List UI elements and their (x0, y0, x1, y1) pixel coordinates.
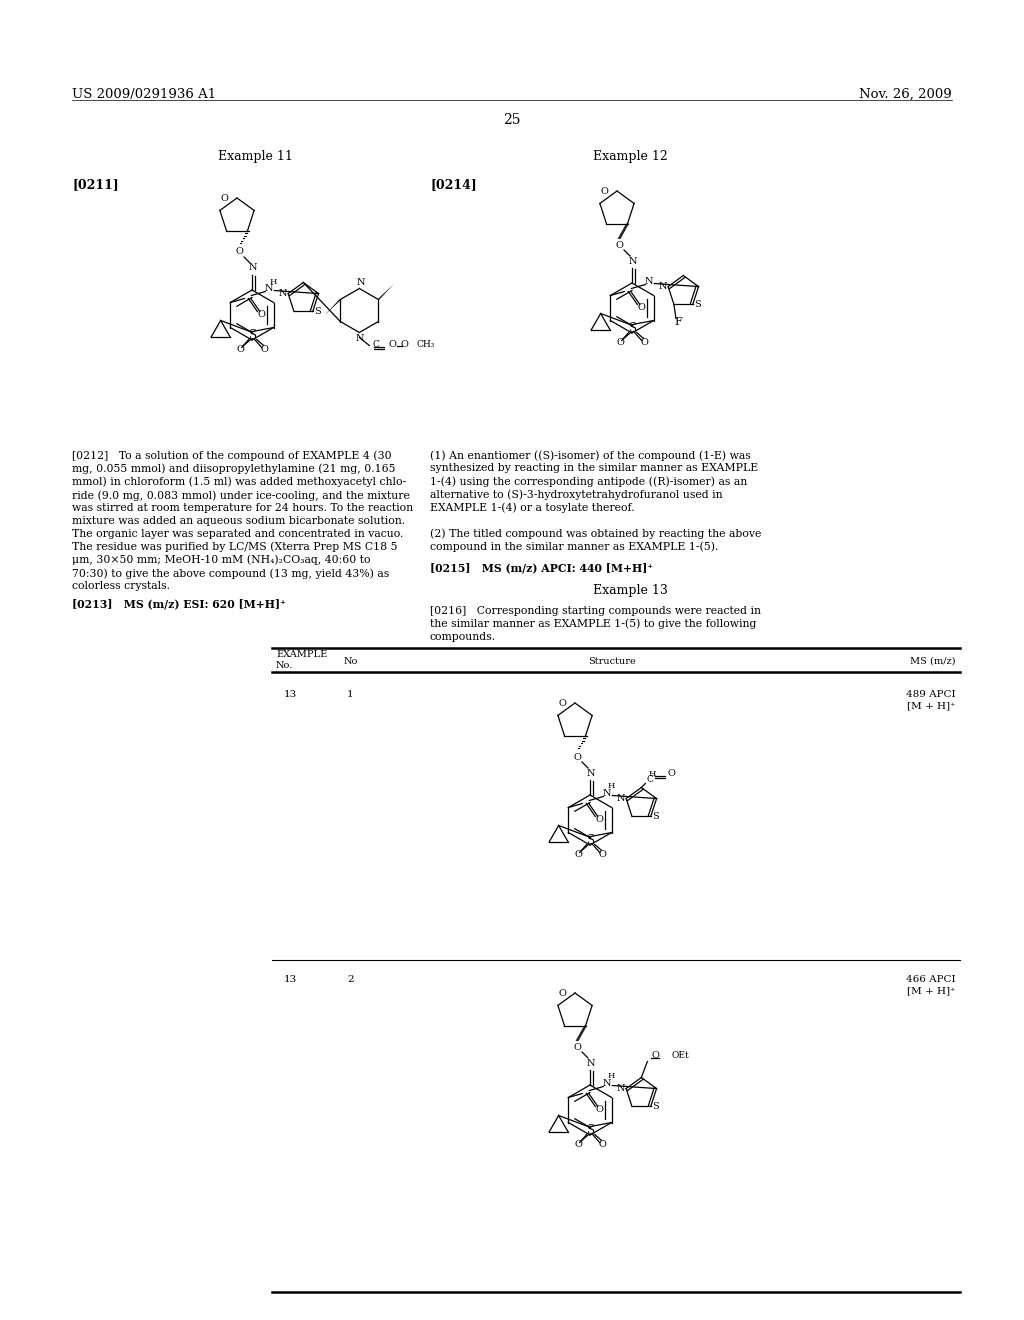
Text: S: S (314, 308, 322, 315)
Text: [0214]: [0214] (430, 178, 477, 191)
Polygon shape (378, 284, 394, 300)
Text: F: F (674, 317, 682, 327)
Text: Structure: Structure (588, 657, 636, 667)
Text: C: C (373, 341, 380, 348)
Text: H: H (607, 783, 615, 791)
Text: O: O (257, 310, 265, 319)
Text: O: O (615, 240, 623, 249)
Text: N: N (587, 1059, 595, 1068)
Text: O: O (558, 700, 566, 708)
Text: N: N (602, 1078, 610, 1088)
Text: Nov. 26, 2009: Nov. 26, 2009 (859, 88, 952, 102)
Text: N: N (644, 277, 652, 286)
Text: 2: 2 (347, 975, 353, 983)
Polygon shape (325, 300, 341, 315)
Text: S: S (249, 329, 257, 342)
Text: H: H (607, 1072, 615, 1081)
Text: N: N (616, 1084, 626, 1093)
Text: N: N (658, 282, 668, 290)
Text: O: O (599, 1140, 606, 1148)
Text: S: S (587, 1125, 595, 1137)
Text: N: N (629, 256, 637, 265)
Text: S: S (652, 1102, 659, 1111)
Text: O: O (637, 304, 645, 312)
Text: O: O (574, 850, 583, 859)
Text: O: O (388, 341, 396, 348)
Text: (1) An enantiomer ((S)-isomer) of the compound (1-E) was
synthesized by reacting: (1) An enantiomer ((S)-isomer) of the co… (430, 450, 758, 513)
Text: O: O (616, 338, 625, 347)
Text: H: H (269, 277, 278, 285)
Text: [0212]   To a solution of the compound of EXAMPLE 4 (30
mg, 0.055 mmol) and diis: [0212] To a solution of the compound of … (72, 450, 413, 591)
Text: (2) The titled compound was obtained by reacting the above
compound in the simil: (2) The titled compound was obtained by … (430, 528, 762, 552)
Text: S: S (652, 812, 659, 821)
Text: No: No (344, 657, 358, 667)
Text: O: O (574, 1140, 583, 1148)
Text: 25: 25 (503, 114, 521, 127)
Text: O: O (668, 770, 675, 777)
Text: O: O (236, 248, 243, 256)
Text: 489 APCI
[M + H]⁺: 489 APCI [M + H]⁺ (906, 690, 956, 710)
Text: S: S (694, 300, 701, 309)
Text: O: O (400, 341, 409, 348)
Text: O: O (220, 194, 228, 203)
Text: N: N (602, 789, 610, 799)
Text: O: O (651, 1051, 659, 1060)
Text: H: H (648, 770, 656, 777)
Text: O: O (573, 1043, 581, 1052)
Text: N: N (249, 264, 257, 272)
Text: N: N (264, 284, 272, 293)
Text: O: O (599, 850, 606, 859)
Text: 13: 13 (284, 690, 297, 700)
Text: EXAMPLE: EXAMPLE (276, 649, 328, 659)
Text: [0215]   MS (m/z) APCI: 440 [M+H]⁺: [0215] MS (m/z) APCI: 440 [M+H]⁺ (430, 562, 653, 573)
Text: N: N (616, 795, 626, 803)
Text: US 2009/0291936 A1: US 2009/0291936 A1 (72, 88, 216, 102)
Text: OEt: OEt (672, 1051, 689, 1060)
Text: 1: 1 (347, 690, 353, 700)
Text: Example 12: Example 12 (593, 150, 668, 162)
Text: N: N (587, 768, 595, 777)
Text: CH₃: CH₃ (417, 341, 435, 348)
Text: O: O (641, 338, 648, 347)
Text: S: S (587, 834, 595, 847)
Text: 13: 13 (284, 975, 297, 983)
Text: Example 11: Example 11 (217, 150, 293, 162)
Polygon shape (575, 1026, 587, 1041)
Text: O: O (237, 345, 245, 354)
Text: [0213]   MS (m/z) ESI: 620 [M+H]⁺: [0213] MS (m/z) ESI: 620 [M+H]⁺ (72, 598, 286, 609)
Text: Example 13: Example 13 (593, 583, 668, 597)
Text: 466 APCI
[M + H]⁺: 466 APCI [M + H]⁺ (906, 975, 956, 995)
Text: O: O (558, 989, 566, 998)
Text: [0216]   Corresponding starting compounds were reacted in
the similar manner as : [0216] Corresponding starting compounds … (430, 606, 761, 642)
Text: No.: No. (276, 661, 293, 671)
Text: N: N (356, 279, 365, 286)
Polygon shape (617, 223, 629, 239)
Text: MS (m/z): MS (m/z) (910, 657, 956, 667)
Text: C: C (647, 775, 653, 784)
Text: [0211]: [0211] (72, 178, 119, 191)
Text: N: N (279, 289, 288, 298)
Text: O: O (600, 187, 608, 197)
Text: N: N (355, 334, 364, 343)
Text: O: O (595, 1105, 603, 1114)
Text: S: S (629, 322, 637, 335)
Text: O: O (261, 345, 268, 354)
Text: O: O (595, 814, 603, 824)
Text: O: O (573, 752, 581, 762)
